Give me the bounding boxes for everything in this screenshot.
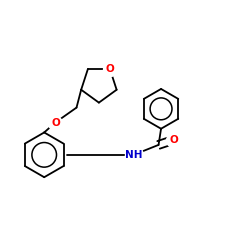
Text: NH: NH	[125, 150, 142, 160]
Text: O: O	[51, 118, 60, 128]
Text: O: O	[169, 135, 178, 145]
Text: O: O	[106, 64, 114, 74]
